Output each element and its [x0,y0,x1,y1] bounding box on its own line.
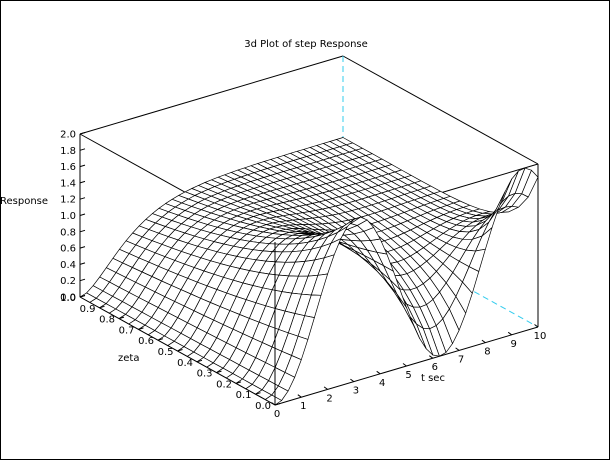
zeta-tick-label: 0.6 [138,336,154,347]
t-tick-label: 2 [326,393,332,404]
t-tick-label: 3 [353,386,359,397]
z-tick [79,180,86,184]
zeta-tick-label: 0.4 [177,358,193,369]
zeta-tick [177,349,183,352]
t-tick-label: 5 [405,370,411,381]
zeta-tick [274,403,281,406]
z-tick [79,164,86,168]
zeta-tick-label: 0.8 [99,315,115,326]
t-tick-label: 1 [300,401,306,412]
box-edge-back-top [79,55,344,135]
box-edge-top-right [342,55,539,165]
zeta-tick [118,316,125,320]
zeta-tick [138,327,144,330]
zeta-tick [235,381,242,384]
z-axis-label: Response [0,196,48,207]
z-tick-label: 0.0 [60,293,76,304]
t-tick [376,370,381,375]
chart-title: 3d Plot of step Response [244,39,368,50]
zeta-tick-label: 0.7 [119,325,135,336]
t-tick [534,324,539,328]
t-tick [455,347,460,351]
t-tick [507,331,512,336]
z-tick [79,148,86,151]
zeta-tick [255,392,261,395]
t-tick [323,386,328,390]
zeta-tick-label: 0.9 [80,304,96,315]
zeta-tick [99,305,105,309]
t-tick-label: 10 [534,331,547,342]
t-tick-label: 4 [379,378,385,389]
z-tick [79,213,86,216]
zeta-tick-label: 0.0 [255,401,271,412]
t-tick [429,355,434,359]
z-tick-label: 1.6 [60,162,76,173]
t-tick-label: 6 [432,362,438,373]
zeta-tick-label: 1.0 [60,293,76,304]
t-tick-label: 0 [274,409,280,420]
z-tick-label: 0.6 [60,244,76,255]
t-tick [350,378,355,383]
zeta-tick-label: 0.1 [236,390,252,401]
t-tick-label: 9 [511,339,517,350]
zeta-tick [196,359,203,363]
z-tick-label: 0.2 [60,276,76,287]
z-tick [79,197,86,200]
y-axis-label: zeta [118,353,139,364]
x-axis-label: t sec [421,373,445,384]
z-tick-label: 1.4 [60,178,76,189]
zeta-tick [79,295,86,298]
z-tick-label: 0.4 [60,260,76,271]
z-tick-label: 1.2 [60,195,76,206]
zeta-tick [216,370,222,374]
t-tick [271,402,276,406]
z-tick-label: 2.0 [60,130,76,141]
zeta-tick-label: 0.2 [216,379,232,390]
t-tick [402,363,407,367]
z-tick [79,278,86,282]
t-tick [297,394,302,398]
zeta-tick-label: 0.3 [197,369,213,380]
z-tick [79,229,86,233]
t-tick [481,339,486,344]
z-tick-label: 1.0 [60,211,76,222]
z-tick-label: 0.8 [60,227,76,238]
z-tick [79,132,86,135]
zeta-tick [157,338,164,341]
t-tick-label: 7 [458,354,464,365]
z-tick-label: 1.8 [60,146,76,157]
zeta-tick-label: 0.5 [158,347,174,358]
z-tick [79,262,86,265]
z-tick [79,246,86,249]
t-tick-label: 8 [484,347,490,358]
